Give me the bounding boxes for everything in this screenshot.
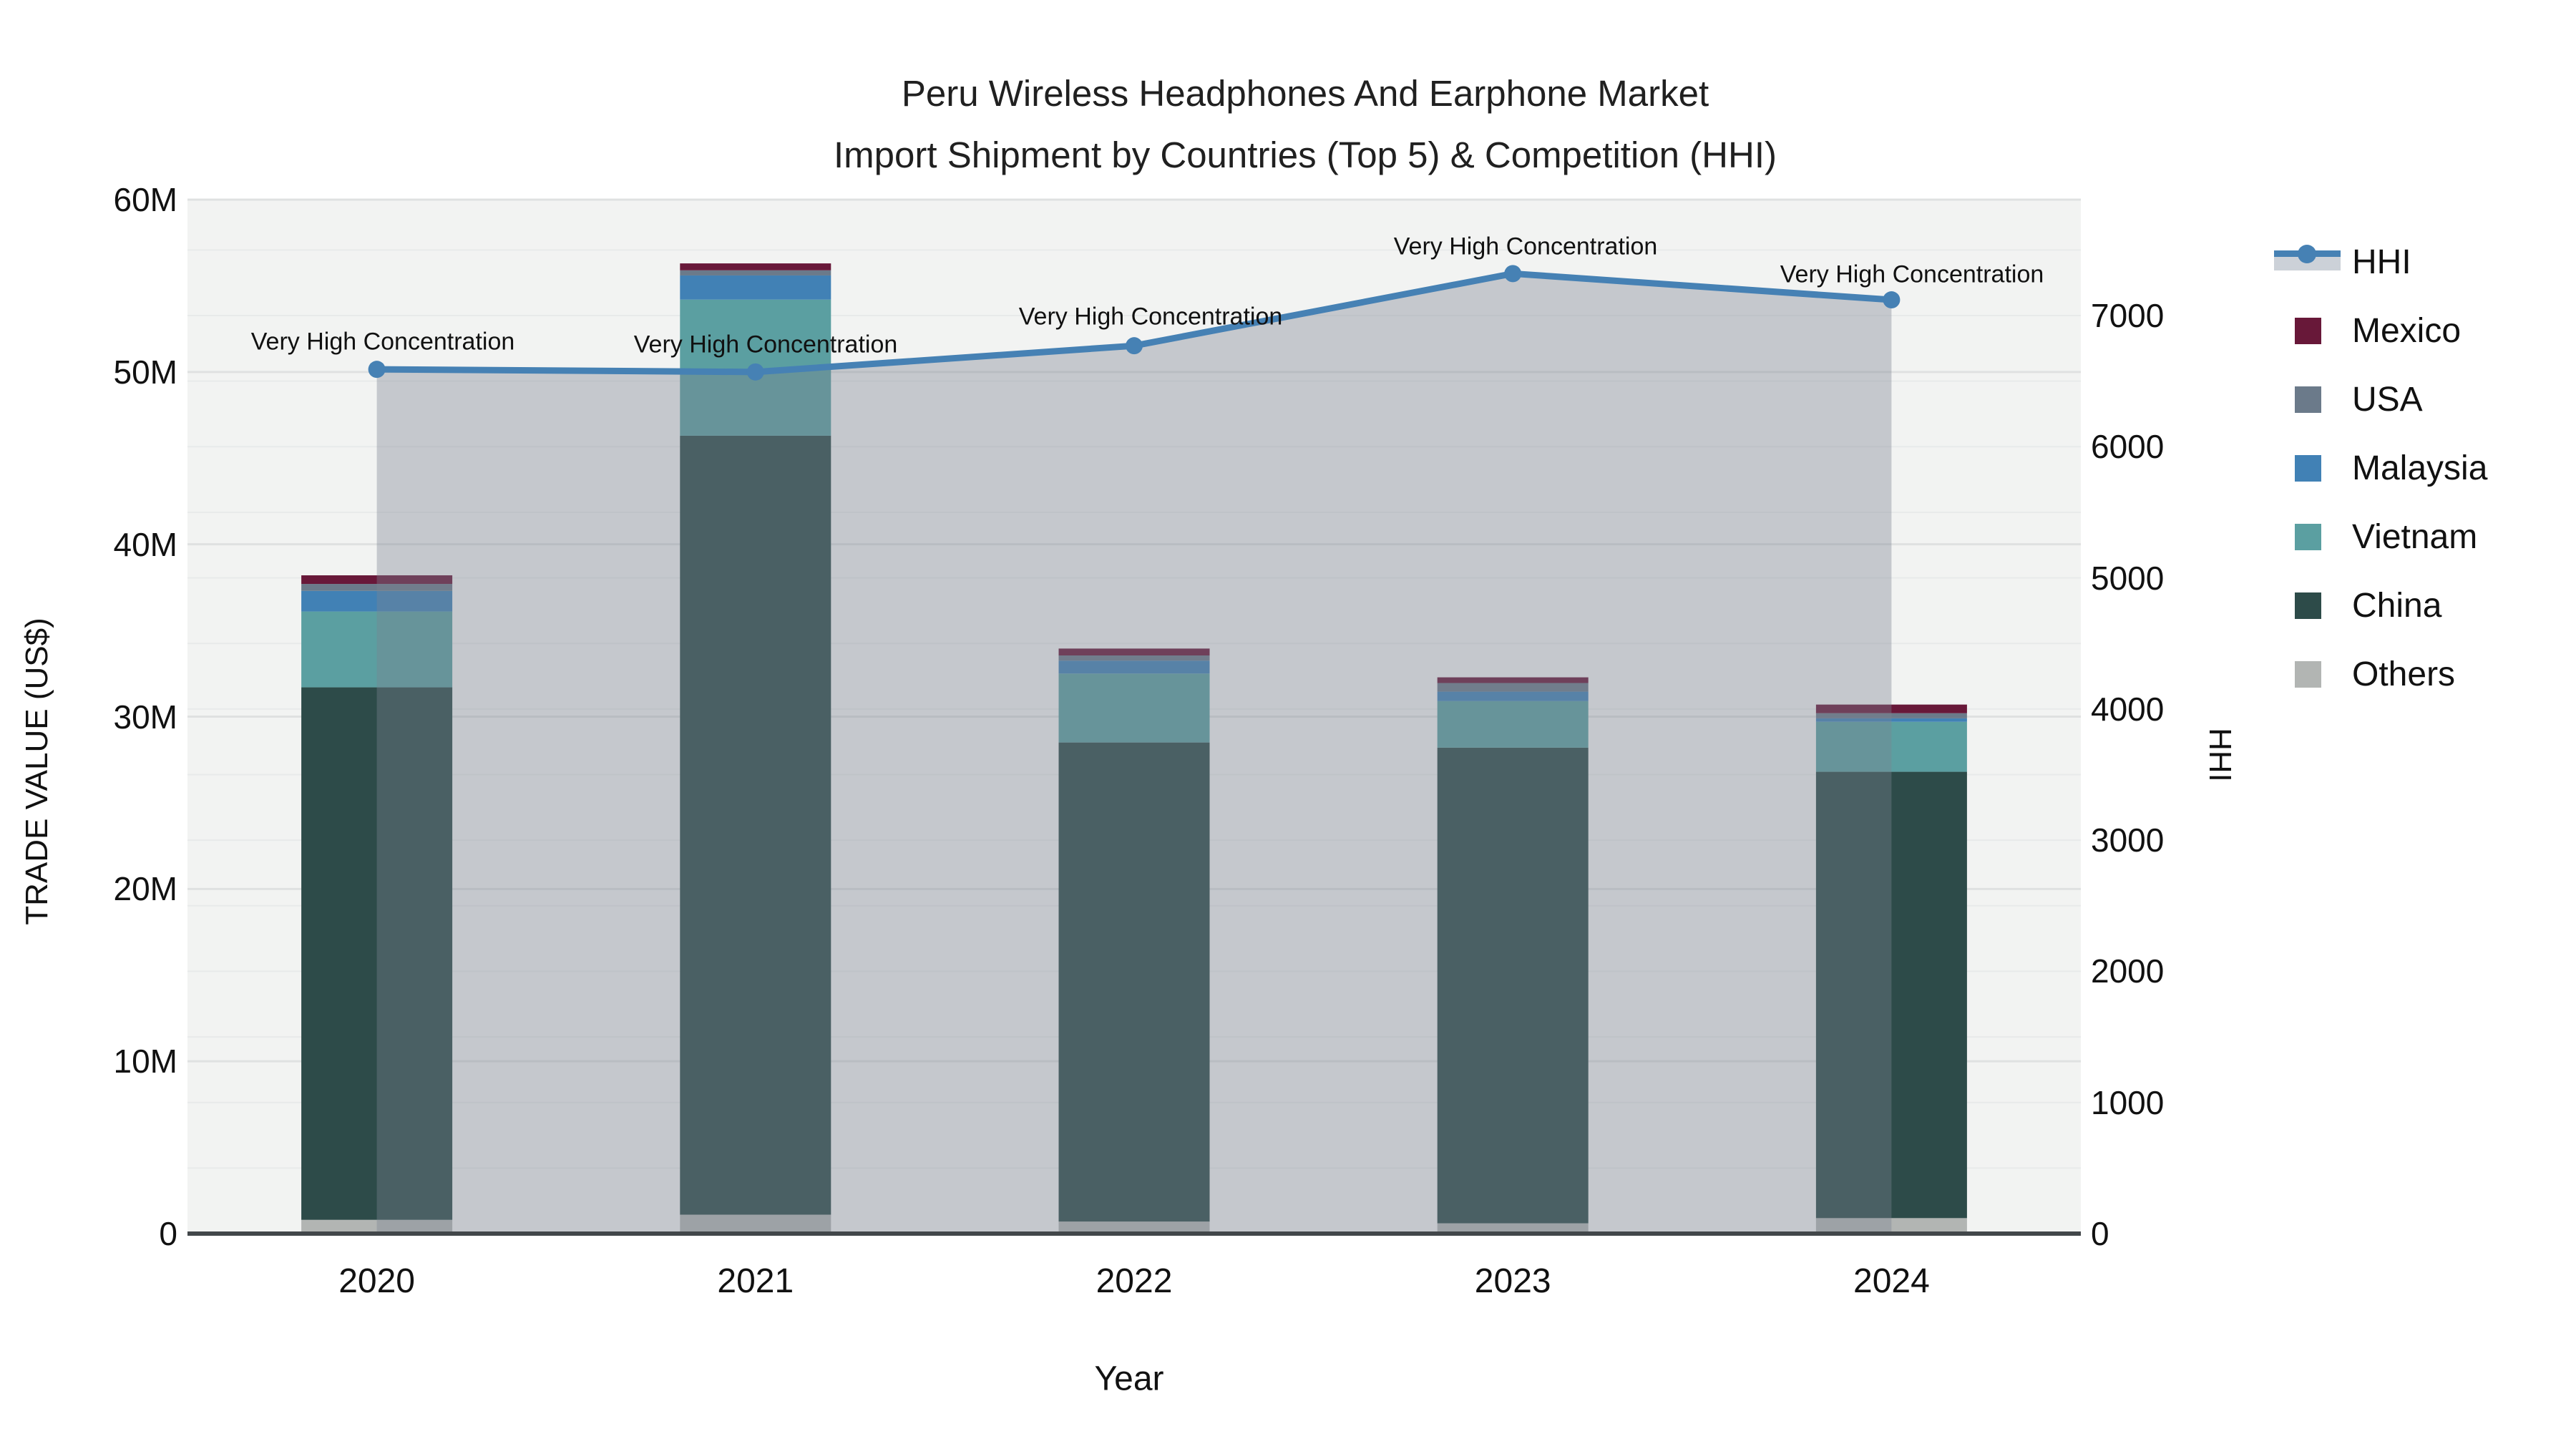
x-axis-tick-2023: 2023	[1474, 1262, 1551, 1300]
chart-title: Peru Wireless Headphones And Earphone Ma…	[0, 63, 2576, 185]
bar-segment-2022-usa[interactable]	[1058, 655, 1210, 661]
bar-segment-2021-others[interactable]	[680, 1214, 831, 1234]
bar-segment-2020-mexico[interactable]	[301, 575, 453, 585]
hhi-marker-2021[interactable]	[746, 363, 764, 381]
y-axis-tick-0: 0	[159, 1215, 177, 1252]
legend-swatch-mexico	[2295, 317, 2321, 344]
hhi-marker-2022[interactable]	[1126, 337, 1143, 355]
y-axis-tick-20M: 20M	[113, 870, 177, 908]
chart-title-line1: Peru Wireless Headphones And Earphone Ma…	[901, 73, 1709, 114]
bar-segment-2021-china[interactable]	[680, 435, 831, 1215]
bar-segment-2022-others[interactable]	[1058, 1221, 1210, 1234]
hhi-band-fill	[376, 273, 1892, 1234]
bar-segment-2024-vietnam[interactable]	[1815, 721, 1967, 772]
bar-segment-2022-mexico[interactable]	[1058, 648, 1210, 656]
bar-segment-2024-china[interactable]	[1815, 771, 1967, 1219]
legend-swatch-others	[2295, 660, 2321, 688]
bar-segment-2021-usa[interactable]	[680, 270, 831, 275]
y2-axis-tick-1000: 1000	[2091, 1083, 2165, 1121]
bar-segment-2022-china[interactable]	[1058, 742, 1210, 1222]
legend-swatch-malaysia	[2295, 454, 2321, 482]
bar-segment-2023-china[interactable]	[1437, 747, 1589, 1224]
legend-label: Others	[2352, 655, 2456, 693]
bar-segment-2023-usa[interactable]	[1437, 683, 1589, 692]
annotation-2022: Very High Concentration	[1018, 303, 1283, 331]
bar-segment-2024-others[interactable]	[1815, 1218, 1967, 1234]
bar-segment-2023-malaysia[interactable]	[1437, 691, 1589, 701]
legend-item-malaysia[interactable]: Malaysia	[2274, 434, 2575, 502]
y2-axis-tick-2000: 2000	[2091, 952, 2165, 990]
bar-segment-2024-usa[interactable]	[1815, 713, 1967, 718]
legend-swatch-vietnam	[2295, 523, 2321, 550]
legend-item-vietnam[interactable]: Vietnam	[2274, 502, 2575, 571]
bar-segment-2020-china[interactable]	[301, 687, 453, 1220]
annotation-2024: Very High Concentration	[1780, 260, 2044, 288]
y2-axis-tick-5000: 5000	[2091, 559, 2165, 597]
y-axis-tick-50M: 50M	[113, 353, 177, 391]
bar-segment-2023-vietnam[interactable]	[1437, 701, 1589, 748]
legend-label: China	[2352, 586, 2442, 625]
legend: HHI Mexico USA Malaysia Vietnam China Others	[2274, 228, 2575, 708]
bar-segment-2023-others[interactable]	[1437, 1223, 1589, 1234]
legend-label: Mexico	[2352, 311, 2462, 350]
legend-item-hhi[interactable]: HHI	[2274, 228, 2575, 296]
x-axis-tick-2021: 2021	[717, 1262, 794, 1300]
y2-axis-tick-7000: 7000	[2091, 297, 2165, 335]
legend-label: HHI	[2352, 243, 2411, 281]
y-axis-tick-30M: 30M	[113, 698, 177, 736]
y2-axis-title: HHI	[2202, 728, 2238, 782]
bar-segment-2020-vietnam[interactable]	[301, 611, 453, 688]
bar-segment-2020-usa[interactable]	[301, 584, 453, 591]
y-axis-tick-10M: 10M	[113, 1043, 177, 1080]
bar-segment-2020-malaysia[interactable]	[301, 590, 453, 612]
legend-label: Malaysia	[2352, 449, 2488, 487]
bar-segment-2021-mexico[interactable]	[680, 263, 831, 270]
x-axis-title: Year	[1094, 1360, 1164, 1398]
annotation-2021: Very High Concentration	[633, 331, 898, 358]
legend-item-mexico[interactable]: Mexico	[2274, 296, 2575, 365]
hhi-marker-2020[interactable]	[368, 361, 386, 379]
y-axis-tick-40M: 40M	[113, 525, 177, 563]
y2-axis-tick-0: 0	[2091, 1215, 2109, 1252]
legend-swatch-china	[2295, 592, 2321, 619]
annotation-2020: Very High Concentration	[250, 328, 515, 356]
bar-segment-2022-vietnam[interactable]	[1058, 673, 1210, 743]
legend-item-usa[interactable]: USA	[2274, 365, 2575, 434]
y2-axis-tick-3000: 3000	[2091, 821, 2165, 859]
x-axis-tick-2024: 2024	[1853, 1262, 1930, 1300]
legend-swatch-usa	[2295, 386, 2321, 413]
hhi-marker-2023[interactable]	[1504, 265, 1522, 283]
x-axis-line	[187, 1231, 2081, 1236]
bar-segment-2020-others[interactable]	[301, 1219, 453, 1234]
bar-segment-2024-malaysia[interactable]	[1815, 718, 1967, 722]
hhi-line-sample-icon	[2274, 245, 2341, 277]
legend-label: USA	[2352, 380, 2423, 419]
x-axis-tick-2020: 2020	[338, 1262, 415, 1300]
bar-segment-2021-malaysia[interactable]	[680, 275, 831, 300]
x-axis-tick-2022: 2022	[1096, 1262, 1173, 1300]
y2-axis-tick-6000: 6000	[2091, 428, 2165, 466]
legend-label: Vietnam	[2352, 517, 2478, 556]
bar-segment-2022-malaysia[interactable]	[1058, 660, 1210, 674]
legend-item-others[interactable]: Others	[2274, 640, 2575, 708]
hhi-marker-2024[interactable]	[1883, 291, 1901, 309]
y-axis-tick-60M: 60M	[113, 181, 177, 218]
y2-axis-tick-4000: 4000	[2091, 690, 2165, 728]
annotation-2023: Very High Concentration	[1393, 233, 1658, 260]
chart-title-line2: Import Shipment by Countries (Top 5) & C…	[834, 134, 1777, 175]
bar-segment-2024-mexico[interactable]	[1815, 704, 1967, 713]
bar-segment-2023-mexico[interactable]	[1437, 677, 1589, 683]
legend-item-china[interactable]: China	[2274, 571, 2575, 640]
